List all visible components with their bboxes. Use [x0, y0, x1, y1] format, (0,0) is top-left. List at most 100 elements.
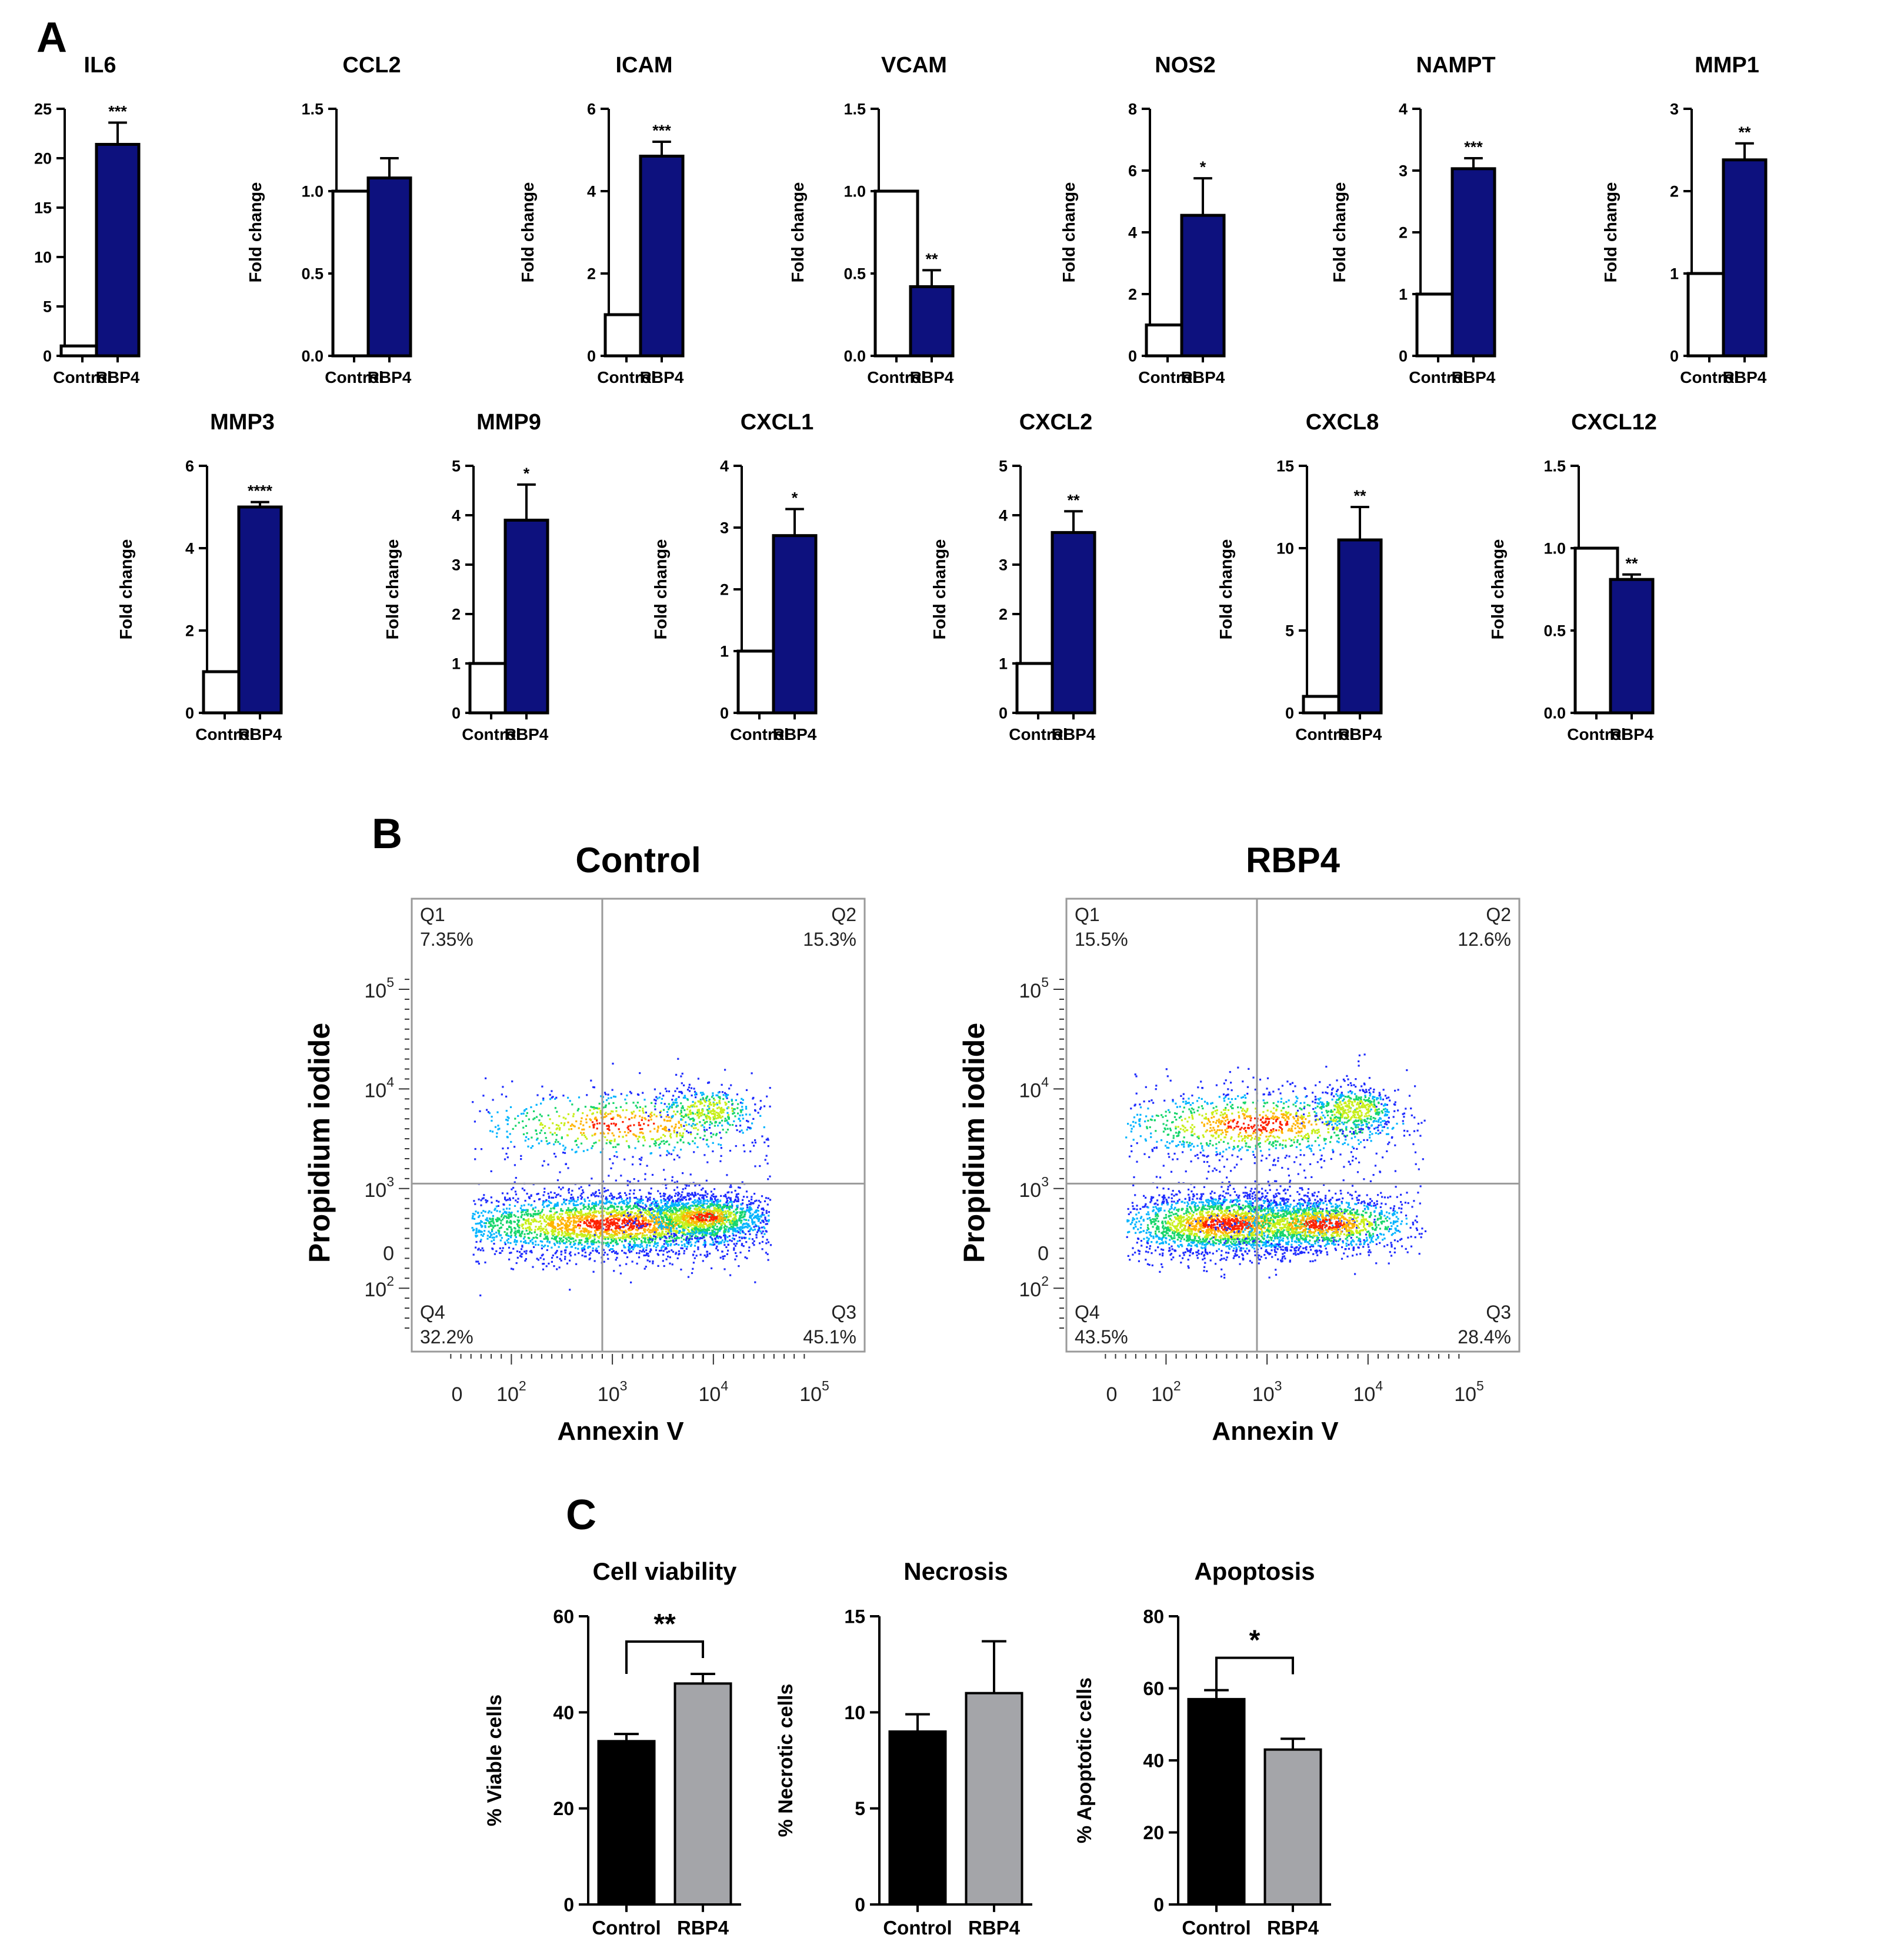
event-dot [741, 1237, 743, 1239]
event-dot [481, 1221, 483, 1223]
event-dot [575, 1239, 577, 1242]
event-dot [698, 1219, 701, 1222]
event-dot [729, 1213, 732, 1215]
event-dot [592, 1106, 595, 1109]
event-dot [733, 1237, 735, 1240]
event-dot [704, 1209, 706, 1211]
event-dot [520, 1155, 522, 1157]
event-dot [606, 1139, 608, 1141]
event-dot [593, 1108, 595, 1110]
event-dot [697, 1248, 699, 1250]
event-dot [725, 1202, 728, 1204]
bar-chart-il6: IL6Fold change0510152025ControlRBP4*** [34, 53, 141, 386]
event-dot [713, 1188, 716, 1190]
event-dot [629, 1200, 631, 1203]
event-dot [501, 1218, 504, 1220]
event-dot [502, 1224, 504, 1226]
event-dot [667, 1255, 669, 1257]
event-dot [695, 1230, 698, 1232]
event-dot [724, 1193, 726, 1196]
event-dot [543, 1219, 546, 1221]
y-tick-label: 15 [1276, 458, 1294, 475]
event-dot [548, 1215, 551, 1218]
event-dot [571, 1149, 573, 1151]
event-dot [716, 1225, 718, 1228]
event-dot [653, 1113, 655, 1116]
event-dot [652, 1213, 654, 1216]
event-dot [611, 1132, 613, 1135]
event-dot [679, 1139, 682, 1142]
event-dot [528, 1220, 530, 1223]
event-dot [689, 1214, 691, 1216]
event-dot [717, 1219, 719, 1222]
event-dot [724, 1219, 726, 1221]
event-dot [541, 1165, 544, 1167]
event-dot [735, 1145, 737, 1148]
event-dot [521, 1253, 523, 1255]
event-dot [675, 1199, 677, 1202]
event-dot [736, 1206, 739, 1209]
event-dot [715, 1118, 718, 1120]
event-dot [629, 1248, 631, 1250]
event-dot [531, 1219, 533, 1221]
event-dot [579, 1221, 582, 1223]
event-dot [476, 1235, 478, 1237]
event-dot [650, 1217, 652, 1219]
event-dot [687, 1220, 689, 1223]
event-dot [732, 1232, 734, 1235]
event-dot [499, 1234, 502, 1236]
event-dot [695, 1096, 697, 1099]
event-dot [723, 1233, 726, 1235]
event-dot [478, 1247, 480, 1250]
event-dot [661, 1225, 663, 1227]
significance-label: ** [925, 250, 938, 268]
event-dot [515, 1233, 517, 1235]
event-dot [653, 1088, 656, 1090]
event-dot [694, 1123, 696, 1126]
event-dot [562, 1145, 565, 1147]
event-dot [666, 1202, 669, 1204]
event-dot [588, 1203, 590, 1206]
event-dot [745, 1241, 748, 1243]
event-dot [648, 1220, 650, 1223]
event-dot [649, 1232, 652, 1234]
event-dot [527, 1138, 530, 1140]
event-dot [575, 1208, 578, 1210]
event-dot [705, 1179, 708, 1182]
event-dot [641, 1236, 643, 1238]
event-dot [660, 1235, 662, 1237]
event-dot [482, 1210, 485, 1212]
event-dot [713, 1227, 715, 1230]
event-dot [690, 1210, 693, 1212]
event-dot [637, 1224, 639, 1226]
y-tick-label: 3 [452, 556, 461, 574]
event-dot [660, 1199, 662, 1202]
event-dot [593, 1118, 596, 1120]
x-tick-label: Control [195, 725, 254, 743]
event-dot [489, 1130, 492, 1132]
event-dot [600, 1095, 602, 1098]
y-tick-label: 25 [34, 101, 52, 118]
event-dot [567, 1236, 569, 1239]
event-dot [605, 1196, 608, 1199]
event-dot [594, 1192, 596, 1195]
event-dot [761, 1232, 763, 1235]
event-dot [532, 1266, 534, 1268]
event-dot [628, 1206, 631, 1208]
event-dot [578, 1227, 581, 1229]
event-dot [607, 1200, 609, 1203]
event-dot [748, 1211, 751, 1213]
event-dot [499, 1210, 501, 1213]
event-dot [735, 1230, 737, 1233]
event-dot [740, 1228, 742, 1230]
event-dot [593, 1208, 595, 1210]
event-dot [614, 1096, 616, 1098]
event-dot [686, 1219, 689, 1222]
event-dot [509, 1199, 511, 1201]
event-dot [696, 1216, 699, 1218]
event-dot [536, 1237, 538, 1239]
event-dot [748, 1203, 751, 1205]
event-dot [593, 1142, 595, 1145]
event-dot [516, 1240, 518, 1242]
event-dot [499, 1247, 501, 1249]
